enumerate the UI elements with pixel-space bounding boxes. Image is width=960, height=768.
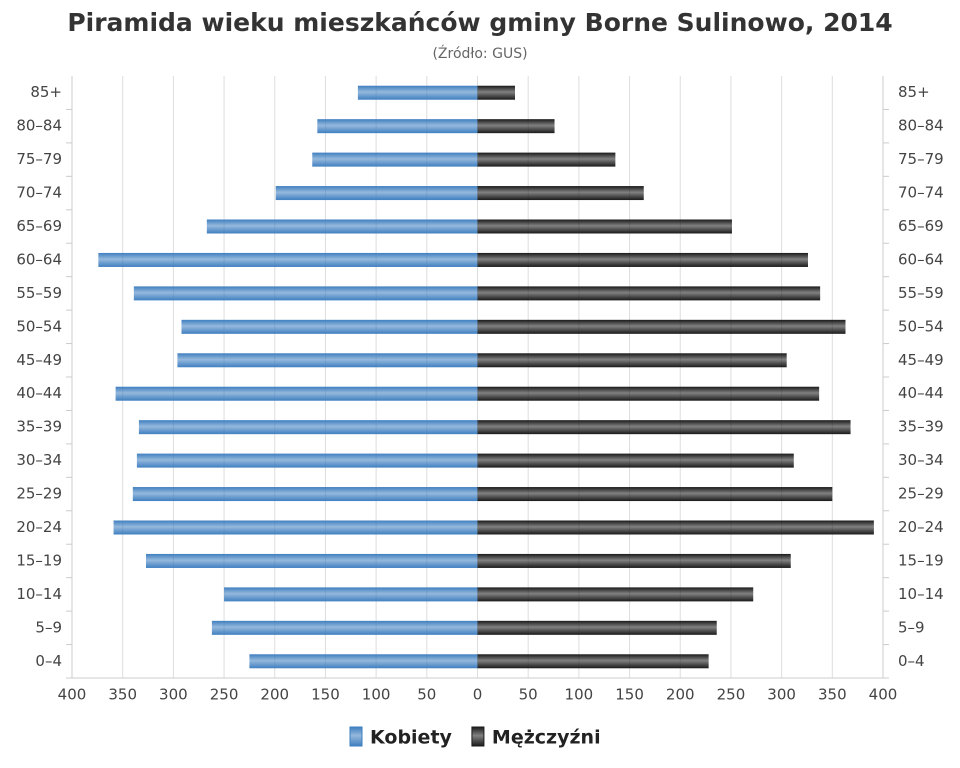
y-tick-label-left: 50–54 (16, 317, 62, 335)
x-tick-label: 250 (717, 686, 746, 704)
bar (115, 386, 478, 401)
y-tick-label-right: 65–69 (898, 217, 944, 235)
x-tick-label: 250 (210, 686, 239, 704)
y-tick-label-right: 60–64 (898, 250, 944, 268)
bar (477, 119, 555, 134)
y-tick-label-right: 40–44 (898, 384, 944, 402)
y-tick-label-left: 35–39 (16, 418, 62, 436)
bar (206, 219, 478, 234)
bar (477, 386, 820, 401)
y-tick-label-right: 45–49 (898, 351, 944, 369)
bar (477, 219, 732, 234)
y-tick-label-right: 70–74 (898, 184, 944, 202)
bar (113, 520, 478, 535)
x-tick-label: 300 (767, 686, 796, 704)
x-tick-label: 150 (311, 686, 340, 704)
bar (211, 620, 478, 635)
bar (477, 420, 851, 435)
bar (98, 252, 478, 267)
y-tick-label-right: 50–54 (898, 317, 944, 335)
bar (138, 420, 478, 435)
y-tick-label-right: 5–9 (898, 618, 925, 636)
y-tick-label-right: 85+ (898, 83, 930, 101)
legend-label: Mężczyźni (492, 727, 601, 749)
x-tick-label: 100 (565, 686, 594, 704)
bar (477, 252, 808, 267)
y-tick-label-left: 10–14 (16, 585, 62, 603)
bar (477, 520, 874, 535)
x-tick-label: 0 (473, 686, 483, 704)
bar (224, 587, 478, 602)
y-tick-label-left: 5–9 (35, 618, 62, 636)
bar (477, 319, 846, 334)
y-tick-label-left: 25–29 (16, 485, 62, 503)
x-tick-label: 400 (58, 686, 87, 704)
bar (249, 654, 478, 669)
bar (357, 85, 478, 100)
y-tick-label-left: 55–59 (16, 284, 62, 302)
bar (275, 186, 478, 201)
y-tick-label-left: 45–49 (16, 351, 62, 369)
y-tick-label-right: 15–19 (898, 551, 944, 569)
y-tick-label-right: 30–34 (898, 451, 944, 469)
bar (477, 353, 787, 368)
bar (477, 85, 516, 100)
x-tick-label: 150 (615, 686, 644, 704)
bar (177, 353, 478, 368)
bar (181, 319, 478, 334)
y-tick-label-right: 0–4 (898, 652, 925, 670)
x-tick-label: 50 (417, 686, 436, 704)
x-tick-label: 400 (869, 686, 898, 704)
y-tick-label-left: 40–44 (16, 384, 62, 402)
x-tick-label: 350 (818, 686, 847, 704)
legend-swatch (349, 726, 363, 747)
x-tick-label: 200 (666, 686, 695, 704)
y-tick-label-left: 85+ (30, 83, 62, 101)
bar (477, 620, 717, 635)
bar (477, 654, 709, 669)
bar (477, 286, 821, 301)
y-tick-label-left: 60–64 (16, 250, 62, 268)
y-tick-label-left: 65–69 (16, 217, 62, 235)
x-tick-label: 350 (108, 686, 137, 704)
x-tick-label: 300 (159, 686, 188, 704)
y-tick-label-right: 35–39 (898, 418, 944, 436)
y-tick-label-left: 15–19 (16, 551, 62, 569)
x-tick-label: 50 (519, 686, 538, 704)
y-tick-label-left: 30–34 (16, 451, 62, 469)
x-tick-label: 100 (362, 686, 391, 704)
bar (477, 587, 754, 602)
x-tick-label: 200 (260, 686, 289, 704)
y-tick-label-left: 75–79 (16, 150, 62, 168)
bar (477, 487, 833, 502)
legend-label: Kobiety (370, 727, 453, 749)
y-tick-label-right: 55–59 (898, 284, 944, 302)
bar (146, 553, 478, 568)
bar (477, 453, 794, 468)
chart-title: Piramida wieku mieszkańców gminy Borne S… (67, 8, 892, 37)
bar (132, 487, 478, 502)
legend-swatch (471, 726, 485, 747)
bar (312, 152, 478, 167)
y-tick-label-right: 25–29 (898, 485, 944, 503)
bar (477, 152, 616, 167)
y-tick-label-left: 70–74 (16, 184, 62, 202)
y-tick-label-right: 80–84 (898, 117, 944, 135)
y-tick-label-left: 0–4 (35, 652, 62, 670)
bar (477, 186, 644, 201)
bar (477, 553, 791, 568)
y-tick-label-left: 20–24 (16, 518, 62, 536)
y-tick-label-right: 20–24 (898, 518, 944, 536)
y-tick-label-right: 10–14 (898, 585, 944, 603)
chart-subtitle: (Źródło: GUS) (432, 44, 527, 62)
bar (136, 453, 478, 468)
bar (317, 119, 478, 134)
y-tick-label-right: 75–79 (898, 150, 944, 168)
y-tick-label-left: 80–84 (16, 117, 62, 135)
bar (133, 286, 478, 301)
